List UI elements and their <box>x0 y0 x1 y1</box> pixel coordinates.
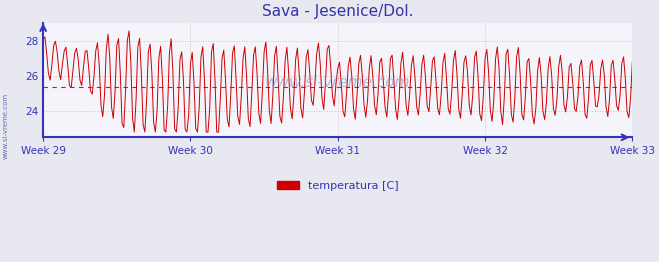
Text: www.si-vreme.com: www.si-vreme.com <box>265 75 411 90</box>
Legend: temperatura [C]: temperatura [C] <box>272 177 403 196</box>
Text: www.si-vreme.com: www.si-vreme.com <box>2 93 9 159</box>
Title: Sava - Jesenice/Dol.: Sava - Jesenice/Dol. <box>262 4 413 19</box>
